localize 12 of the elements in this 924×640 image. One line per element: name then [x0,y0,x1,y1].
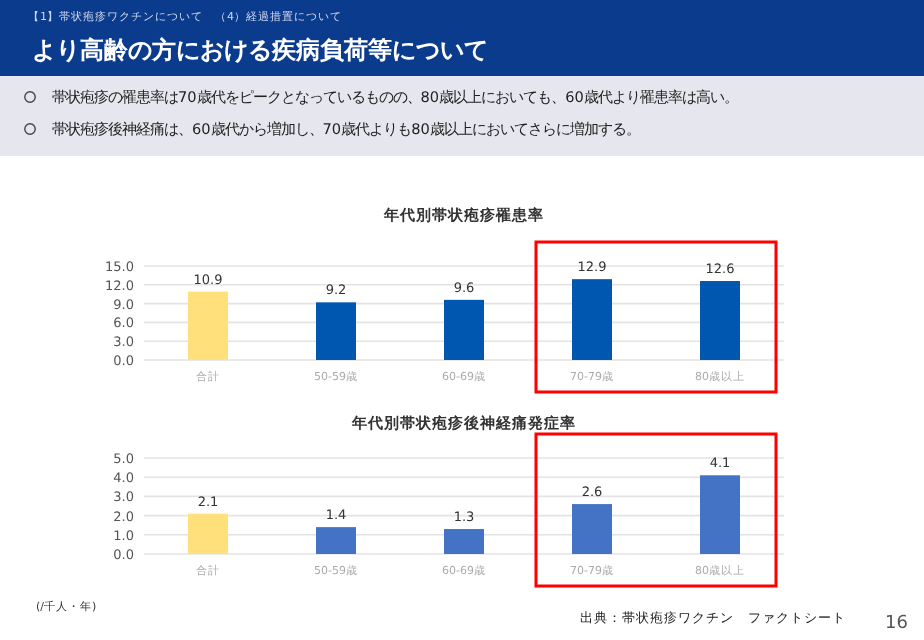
bar [700,475,740,554]
bar [316,527,356,554]
bar [444,529,484,554]
bar [700,281,740,360]
bar [188,291,228,360]
bar [444,299,484,360]
bar [316,302,356,360]
text: より高齢の方における疾病負荷等について [32,36,488,64]
bar [572,279,612,360]
bar [572,504,612,554]
text: 16 [885,614,909,634]
bar [188,513,228,554]
